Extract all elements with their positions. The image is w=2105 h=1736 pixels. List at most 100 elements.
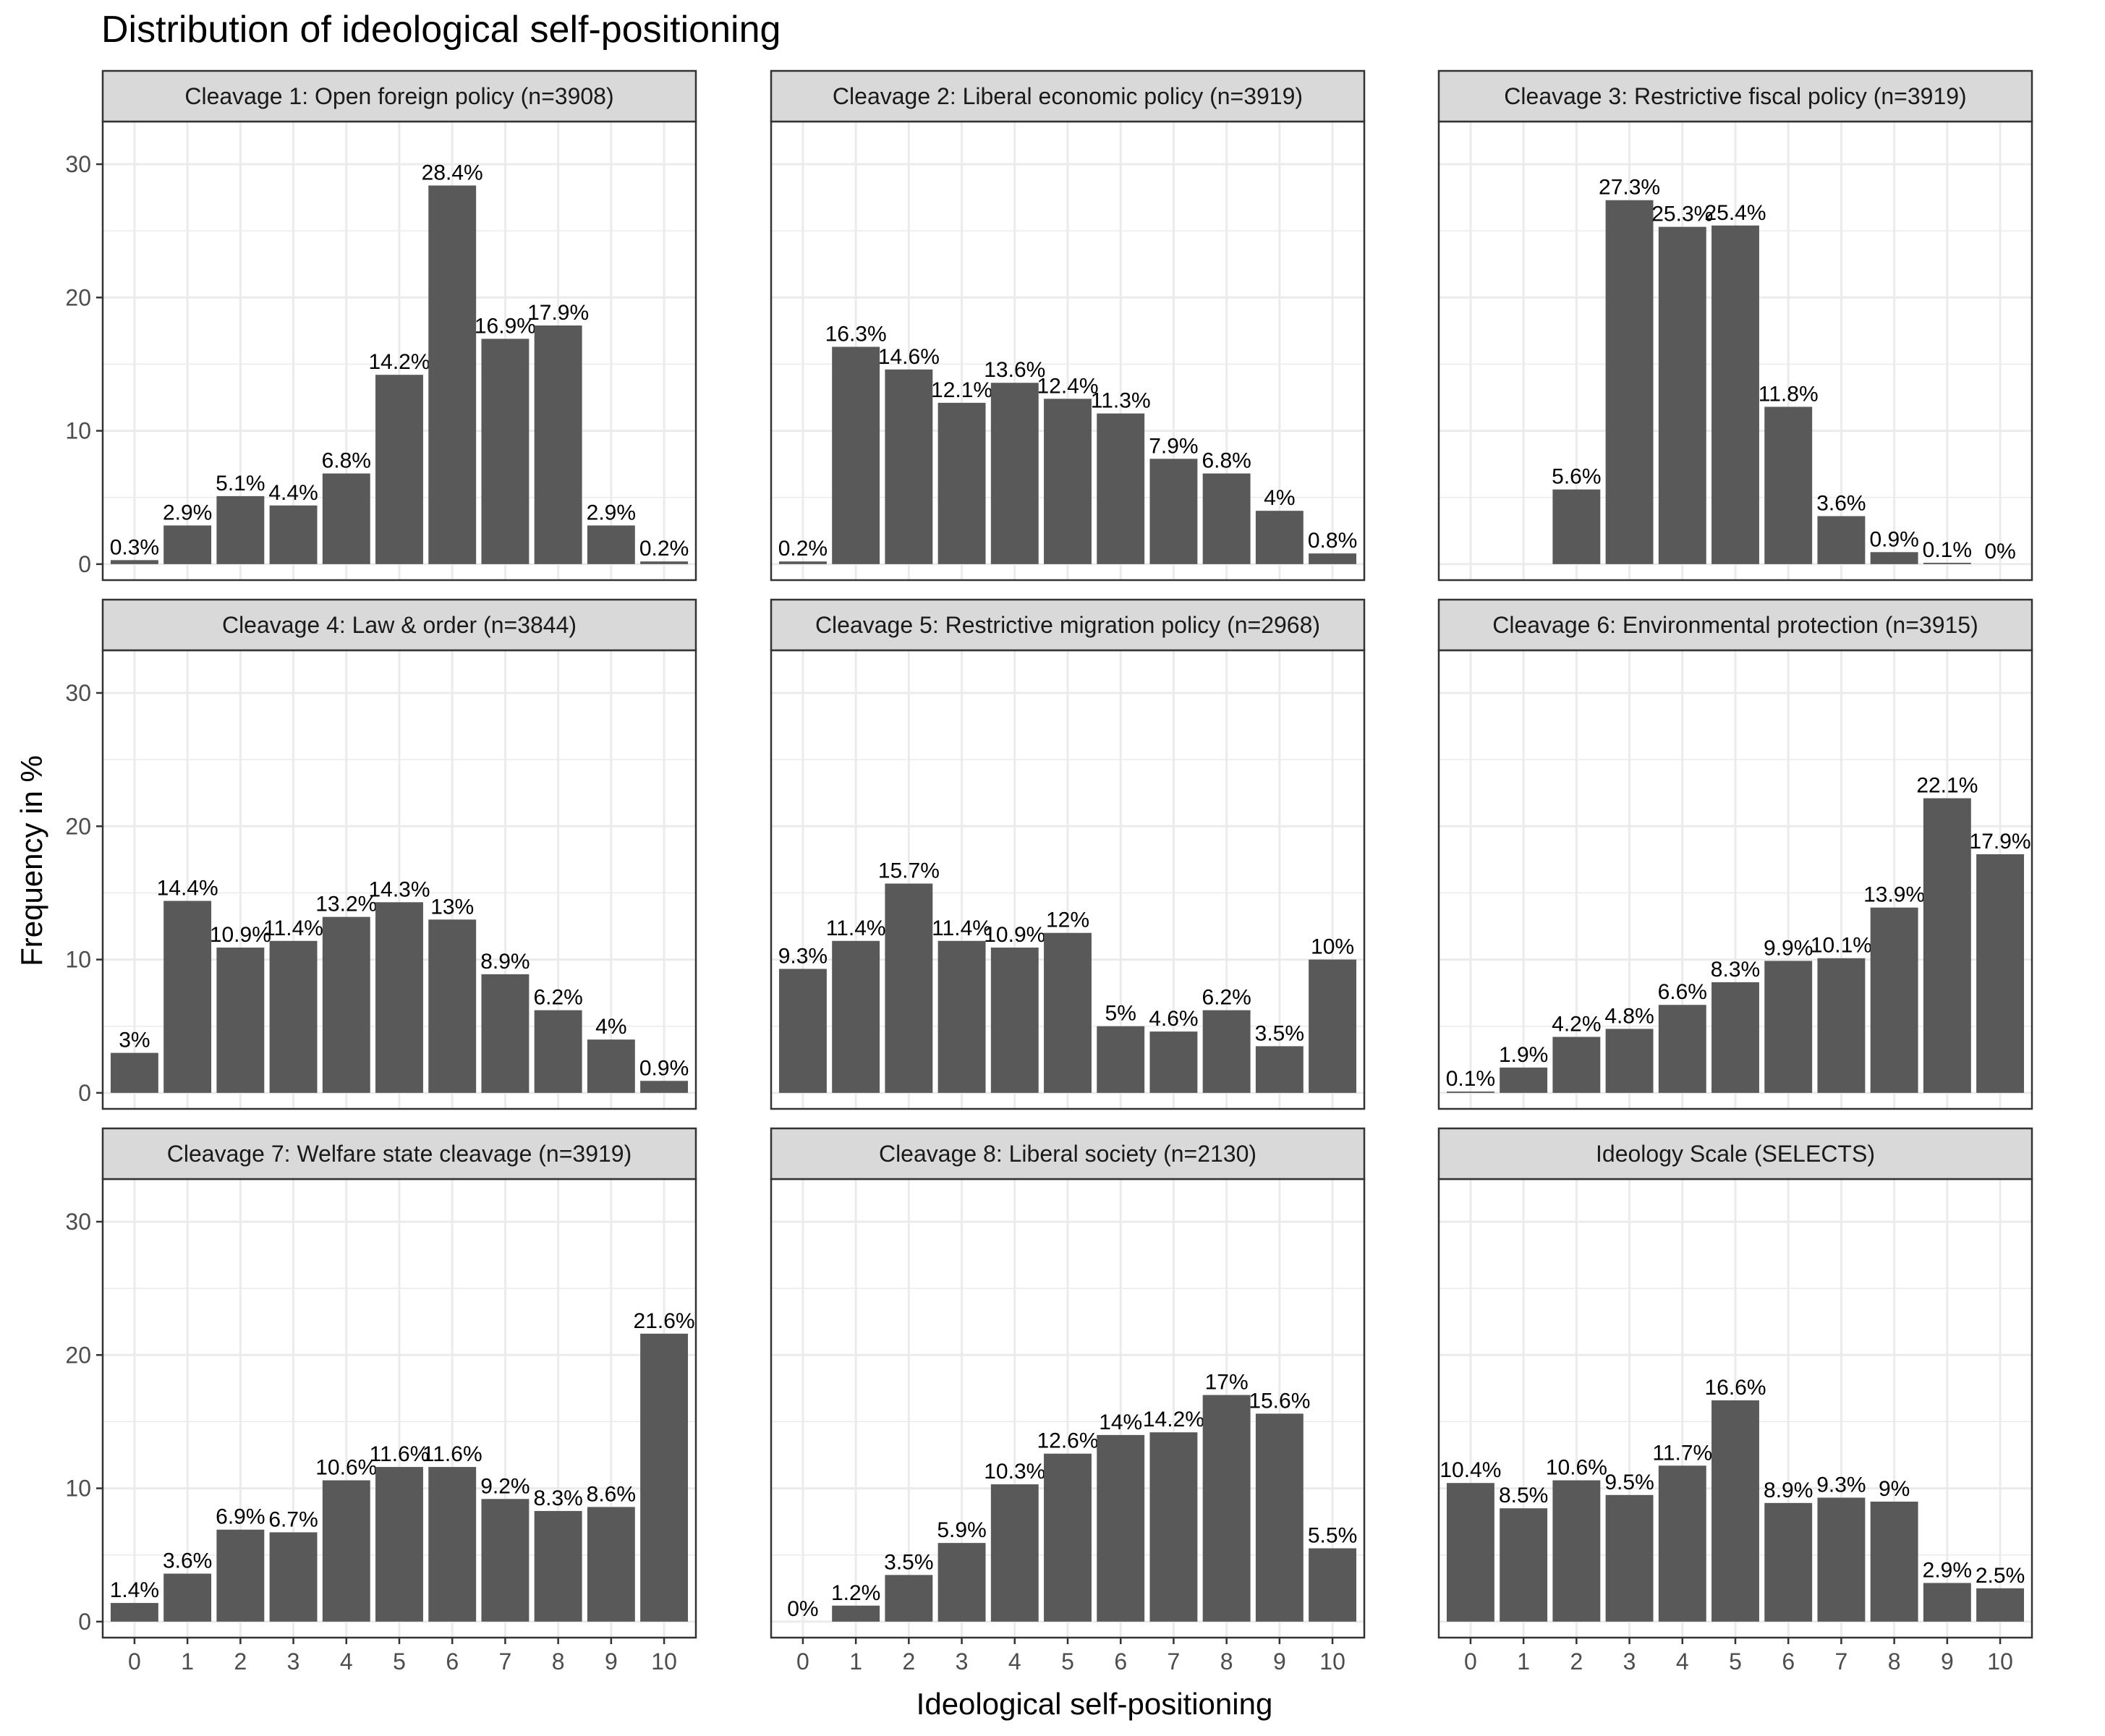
bar bbox=[1097, 1026, 1145, 1093]
bar-value-label: 16.9% bbox=[475, 314, 536, 338]
bar bbox=[640, 1081, 689, 1093]
bar-value-label: 11.7% bbox=[1652, 1441, 1712, 1465]
bar-value-label: 13% bbox=[430, 895, 474, 919]
bar-value-label: 2.5% bbox=[1976, 1564, 2025, 1588]
y-tick-label: 30 bbox=[65, 151, 91, 177]
x-tick-label: 0 bbox=[1464, 1648, 1477, 1675]
bar bbox=[1255, 511, 1304, 564]
bar bbox=[1202, 1010, 1251, 1093]
facet-strip-label: Cleavage 1: Open foreign policy (n=3908) bbox=[184, 83, 613, 109]
bar-value-label: 9.3% bbox=[778, 944, 828, 968]
bar-value-label: 0.1% bbox=[1923, 538, 1972, 562]
facet-strip bbox=[1437, 598, 2033, 652]
bar-value-label: 3.5% bbox=[1255, 1021, 1304, 1045]
bar-value-label: 8.3% bbox=[1711, 958, 1760, 982]
y-tick-label: 10 bbox=[65, 947, 91, 973]
bar-value-label: 2.9% bbox=[1923, 1558, 1972, 1582]
bar-value-label: 7.9% bbox=[1149, 434, 1198, 458]
x-tick-label: 6 bbox=[1114, 1648, 1127, 1675]
bar bbox=[1097, 413, 1145, 564]
bar bbox=[1976, 854, 2025, 1093]
facet-strip bbox=[101, 69, 697, 123]
bar-value-label: 10.9% bbox=[210, 923, 271, 947]
bar-value-label: 10.6% bbox=[315, 1456, 377, 1480]
bar-value-label: 3.6% bbox=[1816, 492, 1866, 516]
bar bbox=[1711, 982, 1759, 1093]
bar-value-label: 10.9% bbox=[984, 923, 1045, 947]
bar-value-label: 10.3% bbox=[984, 1460, 1045, 1484]
bar bbox=[1764, 1502, 1813, 1622]
bar-value-label: 4.4% bbox=[268, 481, 318, 505]
bar-value-label: 0.9% bbox=[1869, 527, 1918, 551]
bar bbox=[1817, 958, 1866, 1093]
x-tick-label: 9 bbox=[1273, 1648, 1286, 1675]
bar bbox=[832, 346, 880, 564]
bar-value-label: 0.1% bbox=[1446, 1067, 1495, 1091]
facet-panel: 9.3%11.4%15.7%11.4%10.9%12%5% 4.6%6.2%3.5… bbox=[770, 598, 1366, 1110]
bar bbox=[885, 883, 933, 1093]
facet-panel: 0.1%1.9%4.2% 4.8%6.6%8.3%9.9%10.1% 13.9% 22… bbox=[1437, 598, 2033, 1110]
bar bbox=[428, 919, 477, 1093]
bar bbox=[1658, 1465, 1706, 1622]
x-tick-label: 2 bbox=[902, 1648, 915, 1675]
bar bbox=[1309, 1548, 1357, 1622]
bar bbox=[163, 901, 212, 1093]
bar bbox=[375, 902, 423, 1093]
x-tick-label: 10 bbox=[1319, 1648, 1345, 1675]
facet-panel: 1.4%3.6%6.9% 6.7%10.6%11.6%11.6%9.2%8.3% 8… bbox=[65, 1127, 697, 1675]
bar bbox=[778, 561, 827, 564]
bar-value-label: 9.2% bbox=[480, 1474, 530, 1498]
bar bbox=[1605, 200, 1654, 564]
bar-value-label: 11.3% bbox=[1091, 389, 1151, 413]
x-tick-label: 3 bbox=[1623, 1648, 1636, 1675]
bar bbox=[640, 1333, 689, 1622]
bar bbox=[1202, 1395, 1251, 1622]
bar bbox=[1149, 459, 1198, 564]
y-tick-label: 20 bbox=[65, 813, 91, 839]
y-tick-label: 10 bbox=[65, 1476, 91, 1502]
bar bbox=[110, 560, 158, 564]
bar-value-label: 12.1% bbox=[931, 378, 992, 402]
y-tick-label: 30 bbox=[65, 680, 91, 706]
x-tick-label: 10 bbox=[651, 1648, 677, 1675]
bar-value-label: 1.9% bbox=[1499, 1043, 1548, 1067]
bar bbox=[1923, 1583, 1971, 1622]
bar-value-label: 4.6% bbox=[1149, 1007, 1198, 1031]
bar-value-label: 17.9% bbox=[1970, 830, 2031, 854]
bar-value-label: 2.9% bbox=[163, 501, 212, 524]
bar-value-label: 22.1% bbox=[1916, 774, 1978, 798]
x-tick-label: 0 bbox=[796, 1648, 809, 1675]
bar-value-label: 0.2% bbox=[639, 537, 689, 561]
x-tick-label: 8 bbox=[1220, 1648, 1233, 1675]
bar-value-label: 5.6% bbox=[1552, 465, 1601, 489]
y-tick-label: 0 bbox=[78, 1080, 91, 1106]
bar bbox=[1817, 516, 1866, 564]
bar-value-label: 12.6% bbox=[1037, 1429, 1098, 1453]
facet-strip bbox=[770, 598, 1366, 652]
facet-panel: 3% 14.4% 10.9%11.4%13.2%14.3%13% 8.9%6.2% 4%… bbox=[65, 598, 697, 1110]
bar-value-label: 3.5% bbox=[884, 1550, 933, 1574]
bar bbox=[990, 383, 1039, 564]
bar bbox=[587, 525, 635, 564]
bar bbox=[1255, 1046, 1304, 1093]
bar-value-label: 5.5% bbox=[1308, 1524, 1357, 1548]
bar bbox=[1044, 399, 1092, 564]
bar-value-label: 9.3% bbox=[1816, 1473, 1866, 1497]
bar-value-label: 0.2% bbox=[778, 537, 828, 561]
bar-value-label: 6.8% bbox=[1202, 449, 1251, 473]
x-tick-label: 9 bbox=[1941, 1648, 1954, 1675]
bar bbox=[832, 1605, 880, 1622]
bar bbox=[1711, 1400, 1759, 1622]
bar-value-label: 6.7% bbox=[268, 1507, 318, 1531]
bar bbox=[1149, 1031, 1198, 1093]
bar-value-label: 13.9% bbox=[1863, 883, 1925, 907]
bar-value-label: 8.3% bbox=[533, 1486, 582, 1510]
bar-value-label: 13.2% bbox=[315, 893, 377, 916]
bar bbox=[1149, 1432, 1198, 1622]
bar bbox=[1605, 1029, 1654, 1093]
facet-panel: 0% 1.2%3.5%5.9% 10.3% 12.6%14% 14.2%17%15.6%… bbox=[770, 1127, 1366, 1675]
bar-value-label: 28.4% bbox=[422, 161, 483, 184]
bar-value-label: 10% bbox=[1311, 935, 1354, 959]
x-tick-label: 8 bbox=[552, 1648, 565, 1675]
bar bbox=[1255, 1413, 1304, 1622]
